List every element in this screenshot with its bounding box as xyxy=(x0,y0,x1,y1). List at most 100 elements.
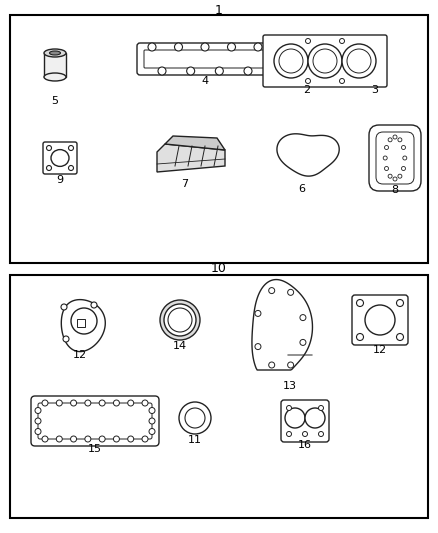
Circle shape xyxy=(288,362,293,368)
FancyBboxPatch shape xyxy=(44,53,66,77)
Circle shape xyxy=(385,166,389,171)
Circle shape xyxy=(305,78,311,84)
Text: 6: 6 xyxy=(299,184,305,194)
Circle shape xyxy=(318,432,324,437)
Text: 14: 14 xyxy=(173,341,187,351)
Circle shape xyxy=(63,336,69,342)
Circle shape xyxy=(46,146,52,150)
Circle shape xyxy=(300,314,306,320)
Circle shape xyxy=(164,304,196,336)
Circle shape xyxy=(300,340,306,345)
Text: 12: 12 xyxy=(373,345,387,355)
Circle shape xyxy=(396,300,403,306)
Text: 10: 10 xyxy=(211,262,227,274)
Circle shape xyxy=(42,400,48,406)
Ellipse shape xyxy=(51,150,69,166)
Text: 3: 3 xyxy=(371,85,378,95)
Circle shape xyxy=(68,166,74,171)
Circle shape xyxy=(305,38,311,44)
Circle shape xyxy=(85,400,91,406)
Circle shape xyxy=(393,177,397,181)
Polygon shape xyxy=(165,136,225,150)
Circle shape xyxy=(35,429,41,434)
Circle shape xyxy=(179,402,211,434)
Circle shape xyxy=(286,406,292,410)
Circle shape xyxy=(168,308,192,332)
Polygon shape xyxy=(252,279,312,370)
Text: 13: 13 xyxy=(283,381,297,391)
Circle shape xyxy=(388,138,392,142)
Circle shape xyxy=(91,302,97,308)
Ellipse shape xyxy=(44,49,66,57)
Circle shape xyxy=(318,406,324,410)
Circle shape xyxy=(274,44,308,78)
Circle shape xyxy=(187,67,194,75)
FancyBboxPatch shape xyxy=(77,319,85,327)
Circle shape xyxy=(35,408,41,414)
Circle shape xyxy=(148,43,156,51)
Circle shape xyxy=(35,418,41,424)
Circle shape xyxy=(402,146,406,149)
Text: 12: 12 xyxy=(73,350,87,360)
FancyBboxPatch shape xyxy=(137,43,273,75)
Text: 9: 9 xyxy=(57,175,64,185)
Circle shape xyxy=(365,305,395,335)
Circle shape xyxy=(347,49,371,73)
Circle shape xyxy=(57,400,62,406)
Text: 15: 15 xyxy=(88,444,102,454)
Text: 7: 7 xyxy=(181,179,189,189)
FancyBboxPatch shape xyxy=(376,132,414,184)
Circle shape xyxy=(99,400,105,406)
Circle shape xyxy=(255,344,261,350)
Circle shape xyxy=(42,436,48,442)
Circle shape xyxy=(254,43,262,51)
Polygon shape xyxy=(61,300,105,352)
Circle shape xyxy=(158,67,166,75)
Circle shape xyxy=(85,436,91,442)
Polygon shape xyxy=(277,134,339,176)
Text: 16: 16 xyxy=(298,440,312,450)
Circle shape xyxy=(396,334,403,341)
Circle shape xyxy=(201,43,209,51)
Circle shape xyxy=(402,166,406,171)
Circle shape xyxy=(357,334,364,341)
Text: 4: 4 xyxy=(201,76,208,86)
Circle shape xyxy=(215,67,223,75)
Circle shape xyxy=(160,300,200,340)
FancyBboxPatch shape xyxy=(352,295,408,345)
Circle shape xyxy=(303,432,307,437)
FancyBboxPatch shape xyxy=(144,50,266,68)
Circle shape xyxy=(71,308,97,334)
Circle shape xyxy=(305,408,325,428)
Circle shape xyxy=(113,400,120,406)
Circle shape xyxy=(285,408,305,428)
Circle shape xyxy=(99,436,105,442)
Circle shape xyxy=(68,146,74,150)
Circle shape xyxy=(244,67,252,75)
Circle shape xyxy=(388,174,392,178)
Circle shape xyxy=(383,156,387,160)
Ellipse shape xyxy=(44,73,66,81)
FancyBboxPatch shape xyxy=(369,125,421,191)
FancyBboxPatch shape xyxy=(263,35,387,87)
Circle shape xyxy=(286,432,292,437)
Circle shape xyxy=(142,436,148,442)
Circle shape xyxy=(113,436,120,442)
FancyBboxPatch shape xyxy=(31,396,159,446)
Circle shape xyxy=(339,78,345,84)
Circle shape xyxy=(357,300,364,306)
Circle shape xyxy=(149,408,155,414)
Circle shape xyxy=(313,49,337,73)
Text: 8: 8 xyxy=(392,185,399,195)
Circle shape xyxy=(227,43,236,51)
FancyBboxPatch shape xyxy=(43,142,77,174)
Circle shape xyxy=(385,146,389,149)
Text: 1: 1 xyxy=(215,4,223,17)
Circle shape xyxy=(71,436,77,442)
Circle shape xyxy=(403,156,407,160)
Circle shape xyxy=(185,408,205,428)
Ellipse shape xyxy=(49,51,60,55)
Circle shape xyxy=(174,43,183,51)
Circle shape xyxy=(255,310,261,317)
Polygon shape xyxy=(157,144,225,172)
